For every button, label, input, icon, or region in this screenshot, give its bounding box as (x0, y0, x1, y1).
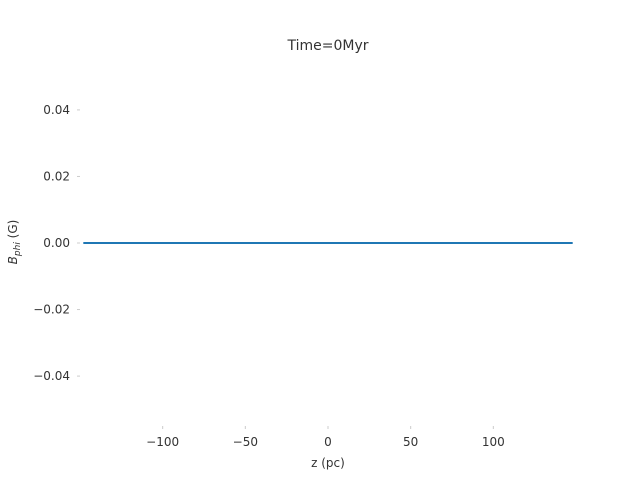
y-tick-label: −0.02 (33, 303, 70, 317)
x-tick-label: 50 (403, 435, 418, 449)
y-axis-label-sub: phi (13, 242, 23, 257)
x-tick-label: 0 (324, 435, 332, 449)
y-tick-label: 0.00 (43, 236, 70, 250)
y-axis-ticks: 0.04 0.02 0.00 −0.02 −0.04 (33, 103, 80, 383)
x-tick-label: −100 (146, 435, 179, 449)
y-axis-label: Bphi (G) (6, 220, 23, 265)
x-tick-label: −50 (233, 435, 258, 449)
y-axis-label-main: B (6, 256, 20, 264)
y-axis-label-unit: (G) (6, 220, 20, 242)
y-tick-label: 0.04 (43, 103, 70, 117)
y-tick-label: 0.02 (43, 169, 70, 183)
x-axis-ticks: −100 −50 0 50 100 (146, 426, 505, 449)
y-tick-label: −0.04 (33, 369, 70, 383)
x-tick-label: 100 (482, 435, 505, 449)
x-axis-label: z (pc) (311, 456, 345, 470)
chart-title: Time=0Myr (286, 38, 368, 54)
